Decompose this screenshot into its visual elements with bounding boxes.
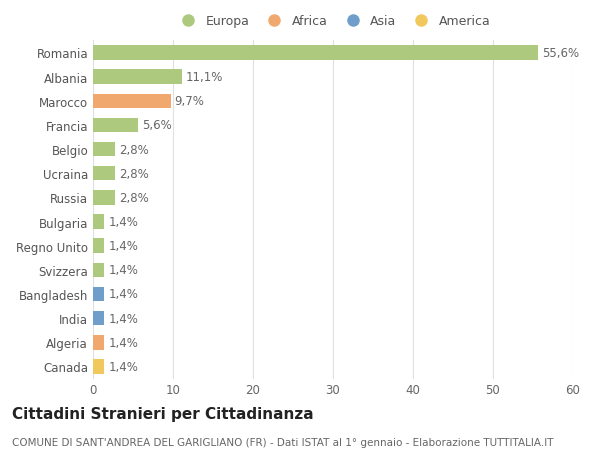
Text: COMUNE DI SANT'ANDREA DEL GARIGLIANO (FR) - Dati ISTAT al 1° gennaio - Elaborazi: COMUNE DI SANT'ANDREA DEL GARIGLIANO (FR… bbox=[12, 437, 554, 447]
Text: 1,4%: 1,4% bbox=[108, 288, 138, 301]
Text: Cittadini Stranieri per Cittadinanza: Cittadini Stranieri per Cittadinanza bbox=[12, 406, 314, 421]
Bar bbox=[93, 311, 104, 326]
Bar bbox=[93, 191, 115, 205]
Bar bbox=[93, 70, 182, 85]
Bar bbox=[93, 239, 104, 253]
Text: 2,8%: 2,8% bbox=[119, 191, 149, 204]
Text: 55,6%: 55,6% bbox=[542, 47, 579, 60]
Legend: Europa, Africa, Asia, America: Europa, Africa, Asia, America bbox=[175, 15, 491, 28]
Bar bbox=[93, 215, 104, 230]
Text: 1,4%: 1,4% bbox=[108, 312, 138, 325]
Bar bbox=[93, 143, 115, 157]
Text: 9,7%: 9,7% bbox=[175, 95, 205, 108]
Text: 1,4%: 1,4% bbox=[108, 264, 138, 277]
Bar bbox=[93, 359, 104, 374]
Bar bbox=[93, 335, 104, 350]
Text: 11,1%: 11,1% bbox=[186, 71, 223, 84]
Text: 1,4%: 1,4% bbox=[108, 360, 138, 373]
Text: 5,6%: 5,6% bbox=[142, 119, 172, 132]
Text: 1,4%: 1,4% bbox=[108, 216, 138, 229]
Bar bbox=[93, 46, 538, 61]
Text: 1,4%: 1,4% bbox=[108, 240, 138, 252]
Bar bbox=[93, 167, 115, 181]
Bar bbox=[93, 95, 170, 109]
Text: 1,4%: 1,4% bbox=[108, 336, 138, 349]
Text: 2,8%: 2,8% bbox=[119, 143, 149, 156]
Bar bbox=[93, 287, 104, 302]
Bar bbox=[93, 118, 138, 133]
Bar bbox=[93, 263, 104, 277]
Text: 2,8%: 2,8% bbox=[119, 168, 149, 180]
